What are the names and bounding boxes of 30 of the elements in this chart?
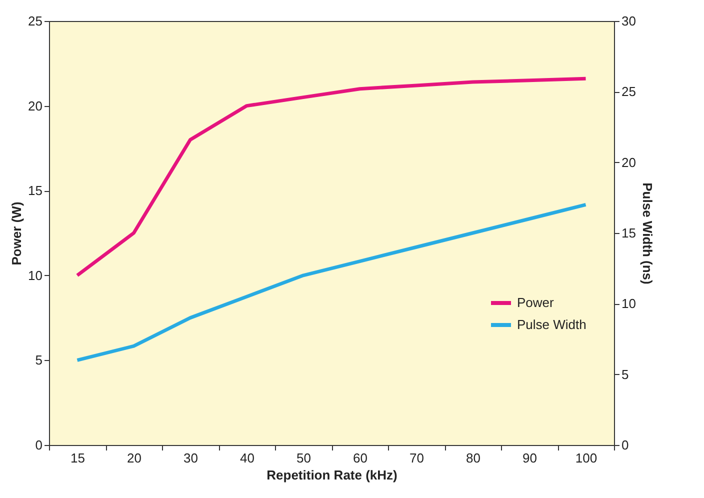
x-tick-label: 20 bbox=[127, 450, 142, 466]
x-tick-label: 30 bbox=[184, 450, 198, 466]
y-tick-label: 10 bbox=[28, 268, 42, 283]
y2-tick-label: 0 bbox=[622, 438, 629, 452]
x-tick-label: 70 bbox=[410, 450, 424, 466]
x-tick-label: 60 bbox=[353, 450, 368, 466]
line-series bbox=[76, 76, 588, 278]
x-tick-label: 100 bbox=[575, 450, 598, 466]
y2-tick-label: 30 bbox=[622, 14, 636, 28]
y2-tick-label: 20 bbox=[622, 154, 636, 170]
y-tick-label: 25 bbox=[28, 14, 42, 28]
y2-tick-label: 10 bbox=[622, 296, 636, 312]
y2-tick-label: 25 bbox=[622, 84, 636, 100]
y-tick-label: 5 bbox=[35, 352, 42, 368]
line-series bbox=[76, 202, 588, 362]
y-tick-label: 15 bbox=[28, 183, 42, 198]
legend-label: Pulse Width bbox=[517, 317, 586, 332]
x-tick-label: 90 bbox=[522, 450, 537, 466]
x-tick-label: 40 bbox=[240, 450, 254, 466]
y-axis-title: Power (W) bbox=[9, 202, 24, 266]
legend-label: Power bbox=[517, 295, 555, 310]
x-axis-title: Repetition Rate (kHz) bbox=[266, 468, 398, 482]
x-tick-label: 50 bbox=[296, 450, 311, 466]
x-tick-label: 15 bbox=[70, 450, 85, 466]
y-tick-label: 0 bbox=[35, 438, 42, 452]
y2-axis-title: Pulse Width (ns) bbox=[640, 182, 655, 284]
y2-tick-label: 15 bbox=[622, 226, 636, 240]
x-tick-label: 80 bbox=[466, 450, 480, 466]
y2-tick-label: 5 bbox=[622, 366, 629, 382]
y-tick-label: 20 bbox=[28, 98, 42, 114]
